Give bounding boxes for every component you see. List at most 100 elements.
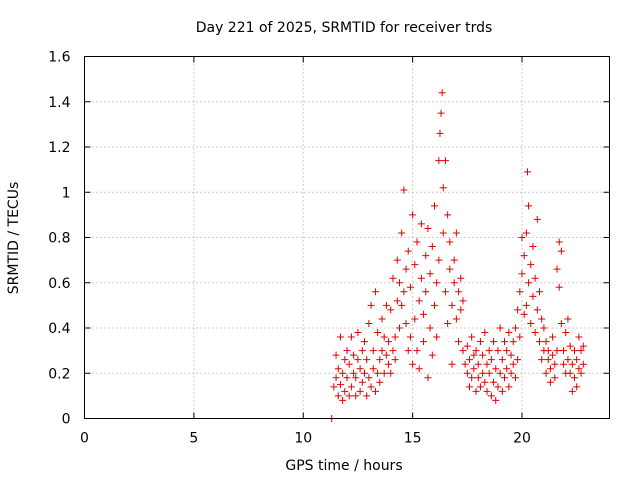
data-point (452, 229, 460, 237)
data-point (501, 374, 508, 382)
data-point (409, 360, 417, 368)
data-point (468, 374, 476, 382)
data-point (549, 333, 557, 341)
data-point (483, 360, 491, 368)
data-point (369, 347, 377, 355)
data-point (334, 392, 342, 400)
data-point (551, 374, 559, 382)
x-tick-label: 5 (189, 431, 198, 447)
data-point (518, 270, 526, 278)
data-point (455, 338, 463, 346)
data-point (551, 360, 559, 368)
data-point (415, 365, 423, 373)
data-point (398, 229, 406, 237)
data-point (525, 279, 533, 287)
data-point (367, 301, 375, 309)
data-point (387, 306, 395, 314)
data-point (365, 374, 373, 382)
data-point (568, 360, 576, 368)
data-point (466, 383, 473, 391)
data-point (476, 383, 484, 391)
data-point (479, 351, 487, 359)
data-point (378, 315, 386, 323)
data-point (498, 387, 506, 395)
data-point (341, 387, 349, 395)
data-point (479, 369, 487, 377)
data-point (518, 234, 526, 241)
data-point (387, 369, 395, 377)
data-point (579, 342, 587, 350)
data-point (516, 333, 524, 341)
data-point (448, 301, 456, 309)
data-point (411, 261, 419, 269)
data-point (472, 387, 480, 395)
data-point (490, 338, 498, 346)
data-point (562, 329, 570, 337)
y-tick-label: 1.4 (48, 95, 70, 111)
data-point (523, 168, 531, 176)
y-axis-label: SRMTID / TECUs (6, 182, 22, 295)
data-point (516, 288, 524, 296)
data-point (529, 243, 537, 251)
data-point (485, 347, 493, 355)
data-point (474, 360, 482, 368)
data-point (332, 351, 340, 359)
data-point (538, 356, 546, 364)
data-point (439, 184, 447, 192)
data-point (398, 301, 406, 309)
data-point (450, 256, 458, 264)
data-point (507, 351, 515, 359)
data-point (420, 310, 428, 318)
data-point (356, 387, 364, 395)
data-point (476, 338, 484, 346)
data-point (511, 324, 519, 332)
data-point (533, 215, 541, 223)
data-point (439, 229, 447, 237)
data-point (347, 333, 355, 341)
data-point (538, 315, 546, 323)
data-point (389, 274, 397, 282)
data-point (363, 356, 371, 364)
data-point (446, 265, 454, 273)
y-tick-label: 1.2 (48, 140, 70, 156)
data-point (438, 89, 446, 97)
data-point (573, 383, 581, 391)
data-point (332, 374, 340, 382)
data-point (417, 220, 425, 228)
data-point (334, 365, 342, 373)
data-point (378, 347, 386, 355)
data-point (522, 301, 530, 309)
data-point (352, 374, 360, 382)
data-point (461, 360, 469, 368)
data-point (358, 347, 366, 355)
data-point (336, 333, 344, 341)
data-point (575, 365, 583, 373)
data-point (487, 392, 495, 400)
data-point (466, 356, 473, 364)
data-point (546, 365, 554, 373)
y-tick-label: 0.6 (48, 276, 70, 292)
data-point (347, 383, 355, 391)
data-point (457, 306, 465, 314)
x-tick-label: 0 (80, 431, 89, 447)
data-point (365, 319, 373, 327)
data-point (437, 109, 445, 117)
data-point (356, 365, 364, 373)
data-point (509, 338, 517, 346)
y-tick-label: 0.4 (48, 321, 70, 337)
data-point (573, 356, 581, 364)
data-point (496, 324, 504, 332)
data-point (470, 351, 478, 359)
data-point (422, 252, 430, 260)
y-tick-label: 1 (62, 185, 71, 201)
data-point (514, 306, 522, 314)
data-point (533, 306, 541, 314)
data-point (540, 324, 548, 332)
data-point (531, 274, 539, 282)
data-point (426, 270, 434, 278)
data-point (382, 301, 390, 309)
data-point (560, 347, 568, 355)
data-point (374, 369, 382, 377)
data-point (459, 297, 467, 305)
